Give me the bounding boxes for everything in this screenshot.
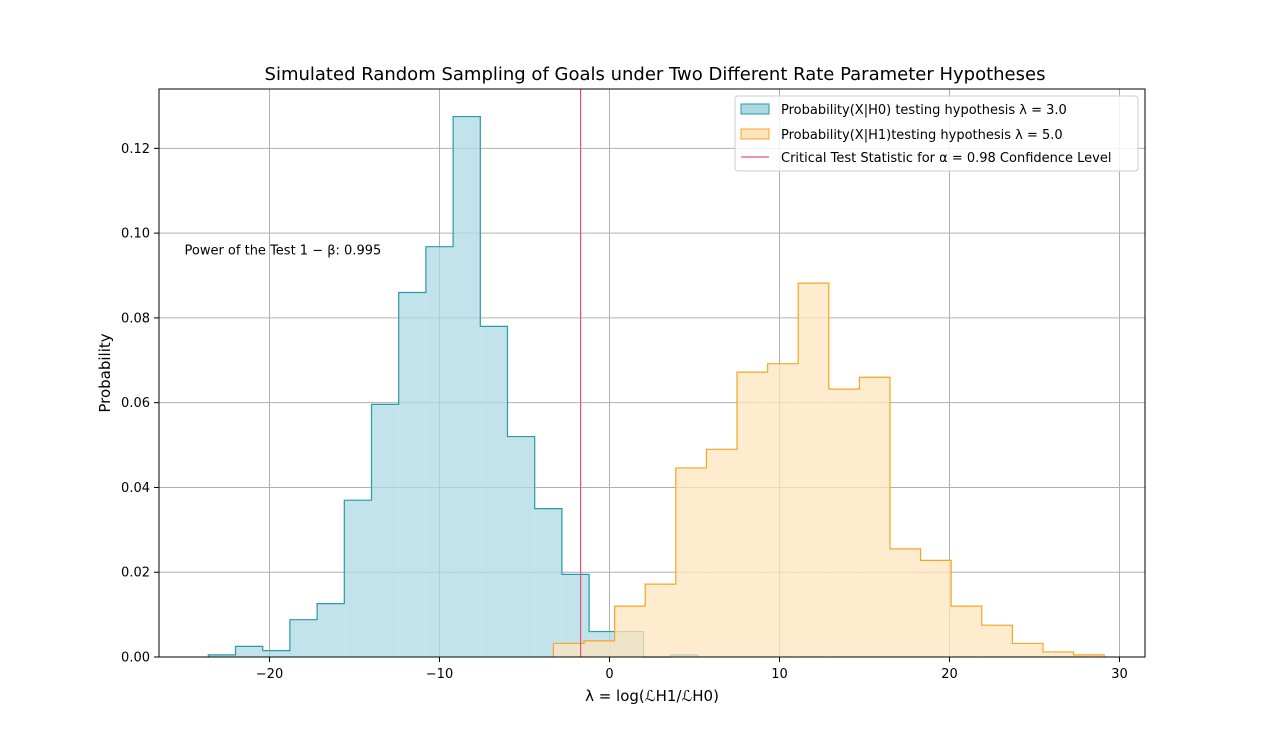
histogram-bar-0 [235,646,263,657]
y-tick-label: 0.04 [121,481,150,496]
histogram-bar-0 [208,654,236,657]
histogram-bar-1 [859,377,890,657]
histogram-bar-0 [480,326,508,657]
chart-title: Simulated Random Sampling of Goals under… [265,64,1046,85]
histogram-bar-0 [317,603,345,657]
y-axis-label: Probability [96,333,114,412]
y-tick-label: 0.06 [121,396,150,411]
histogram-bar-1 [584,640,615,657]
histogram-bar-1 [706,449,737,657]
x-tick-label: −10 [426,667,453,682]
x-tick-label: 10 [771,667,788,682]
histogram-bar-1 [828,389,860,657]
histogram-bar-1 [890,548,921,657]
histogram-bar-0 [534,508,562,657]
histogram-bar-0 [398,292,426,657]
histogram-bar-0 [262,650,290,657]
power-annotation: Power of the Test 1 − β: 0.995 [185,243,382,258]
plot-frame [158,88,1146,658]
histogram-bar-1 [1073,654,1105,657]
histogram-bar-0 [344,500,372,657]
x-tick-label: 20 [941,667,958,682]
x-tick-label: 0 [605,667,613,682]
y-tick-label: 0.00 [121,651,150,666]
legend-label-h0: Probability(X|H0) testing hypothesis λ =… [781,103,1067,118]
histogram-bar-1 [1043,651,1074,657]
histogram-bar-1 [767,363,799,657]
histogram-bar-1 [737,372,768,657]
histogram-bar-0 [371,404,399,657]
histogram-bar-0 [425,246,454,657]
legend: Probability(X|H0) testing hypothesis λ =… [734,95,1139,172]
y-tick-label: 0.10 [121,227,150,242]
histogram-bar-1 [981,625,1013,657]
histogram-bar-0 [507,436,535,657]
x-tick-label: 30 [1111,667,1128,682]
legend-swatch-h1 [740,128,770,140]
x-axis-label: λ = log(ℒH1/ℒH0) [585,687,719,705]
legend-swatch-h0 [740,103,770,115]
histogram-bar-1 [675,467,707,657]
histogram-bar-1 [645,584,676,657]
legend-label-h1: Probability(X|H1)testing hypothesis λ = … [781,128,1063,143]
axis-ticks: −20 −10 0 10 20 30 0.00 0.02 0.04 0.06 0.08 0.10 0.1… [121,142,1128,682]
histogram-bar-0 [289,619,318,657]
histogram-bar-1 [798,283,829,657]
y-tick-label: 0.02 [121,566,150,581]
histogram-outline-1 [552,282,1105,657]
histogram-bar-1 [553,643,584,657]
y-tick-label: 0.08 [121,311,150,326]
histogram-bar-1 [614,606,646,657]
x-tick-label: −20 [256,667,283,682]
histogram-bar-1 [951,606,982,657]
histogram-bars [207,115,1105,658]
legend-box [734,95,1139,172]
legend-label-critical: Critical Test Statistic for α = 0.98 Con… [781,151,1111,166]
histogram-bar-0 [453,116,481,657]
histogram-bar-1 [920,560,952,657]
y-tick-label: 0.12 [121,142,150,157]
histogram-bar-1 [1012,643,1043,657]
